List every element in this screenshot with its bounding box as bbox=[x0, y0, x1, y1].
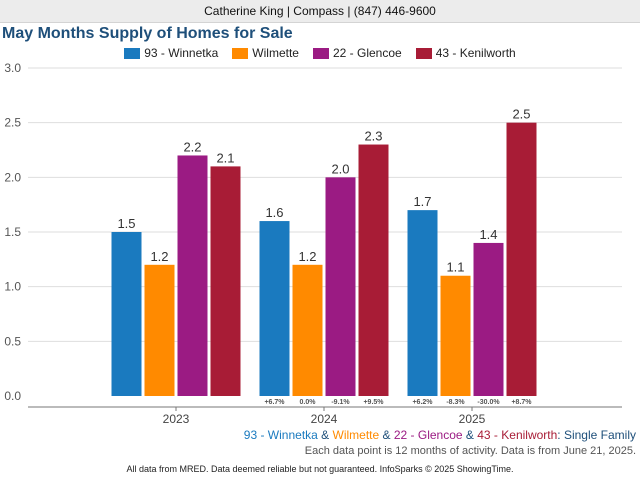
y-tick-label: 0.0 bbox=[4, 389, 21, 403]
y-tick-label: 3.0 bbox=[4, 61, 21, 75]
legend-item: 22 - Glencoe bbox=[312, 46, 402, 60]
agent-contact-bar: Catherine King | Compass | (847) 446-960… bbox=[0, 0, 640, 23]
data-label: 1.2 bbox=[150, 249, 168, 264]
bar bbox=[506, 122, 537, 397]
bar bbox=[473, 242, 504, 396]
subtitle-part: 93 - Winnetka bbox=[243, 428, 318, 442]
subtitle-part: 22 - Glencoe bbox=[393, 428, 463, 442]
bar bbox=[292, 264, 323, 396]
data-label: 2.5 bbox=[512, 107, 530, 122]
subtitle-part: 43 - Kenilworth bbox=[477, 428, 558, 442]
data-label: 1.2 bbox=[298, 249, 316, 264]
x-tick-label: 2024 bbox=[311, 412, 338, 426]
legend-swatch bbox=[232, 47, 249, 59]
chart-legend: 93 - Winnetka Wilmette 22 - Glencoe 43 - Ke… bbox=[0, 45, 640, 61]
y-tick-label: 0.5 bbox=[4, 334, 21, 348]
data-label: 1.4 bbox=[479, 227, 497, 242]
data-label: 2.0 bbox=[331, 161, 349, 176]
data-label: 1.6 bbox=[265, 205, 283, 220]
x-tick-label: 2025 bbox=[459, 412, 486, 426]
y-tick-label: 1.0 bbox=[4, 280, 21, 294]
legend-swatch bbox=[415, 47, 432, 59]
data-label: 1.7 bbox=[413, 194, 431, 209]
x-tick-label: 2023 bbox=[163, 412, 190, 426]
y-tick-label: 1.5 bbox=[4, 225, 21, 239]
bar bbox=[259, 221, 290, 396]
data-label: 2.1 bbox=[216, 150, 234, 165]
subtitle-part: & bbox=[379, 428, 394, 442]
change-label: -30.0% bbox=[477, 399, 500, 406]
legend-label: 43 - Kenilworth bbox=[435, 46, 516, 60]
change-label: +6.2% bbox=[412, 399, 433, 406]
bar bbox=[111, 232, 142, 396]
bar bbox=[177, 155, 208, 396]
legend-label: 93 - Winnetka bbox=[144, 46, 219, 60]
bar bbox=[144, 264, 175, 396]
legend-swatch bbox=[124, 47, 141, 59]
data-label: 1.5 bbox=[117, 216, 135, 231]
change-label: +8.7% bbox=[511, 399, 532, 406]
subtitle-part: & bbox=[462, 428, 478, 442]
chart-title: May Months Supply of Homes for Sale bbox=[2, 25, 293, 42]
bar bbox=[407, 210, 438, 396]
data-label: 2.3 bbox=[364, 129, 382, 144]
change-label: -8.3% bbox=[446, 399, 465, 406]
footer-disclaimer: All data from MRED. Data deemed reliable… bbox=[126, 464, 514, 474]
data-note: Each data point is 12 months of activity… bbox=[304, 445, 636, 457]
change-label: +9.5% bbox=[363, 399, 384, 406]
bar bbox=[210, 166, 241, 396]
bar bbox=[358, 144, 389, 396]
y-tick-label: 2.0 bbox=[4, 170, 21, 184]
subtitle-part: : Single Family bbox=[557, 428, 636, 442]
subtitle-part: Wilmette bbox=[332, 428, 380, 442]
bar bbox=[325, 177, 356, 396]
agent-contact-text: Catherine King | Compass | (847) 446-960… bbox=[204, 4, 436, 18]
data-label: 2.2 bbox=[183, 139, 201, 154]
legend-swatch bbox=[312, 47, 329, 59]
change-label: 0.0% bbox=[300, 399, 317, 406]
legend-label: 22 - Glencoe bbox=[332, 46, 402, 60]
legend-item: 93 - Winnetka bbox=[124, 46, 218, 60]
chart-subtitle: 93 - Winnetka & Wilmette & 22 - Glencoe … bbox=[244, 428, 636, 442]
change-label: -9.1% bbox=[331, 399, 350, 406]
bar bbox=[440, 275, 471, 396]
subtitle-part: & bbox=[317, 428, 333, 442]
legend-label: Wilmette bbox=[252, 46, 299, 60]
change-label: +6.7% bbox=[264, 399, 285, 406]
data-label: 1.1 bbox=[446, 260, 464, 275]
y-tick-label: 2.5 bbox=[4, 116, 21, 130]
legend-item: Wilmette bbox=[232, 46, 299, 60]
legend-item: 43 - Kenilworth bbox=[415, 46, 516, 60]
